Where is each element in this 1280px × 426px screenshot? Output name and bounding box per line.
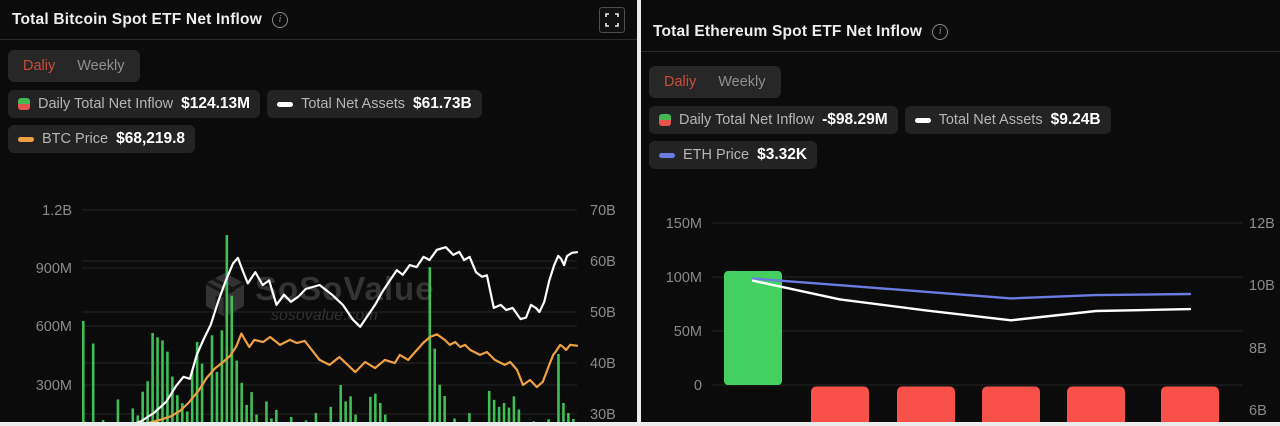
legend-label: Total Net Assets xyxy=(938,112,1043,128)
blue-dash-icon xyxy=(659,152,675,158)
ethereum-chart-canvas[interactable]: 150M 100M 50M 0 12B 10B 8B 6B xyxy=(641,200,1280,422)
svg-text:150M: 150M xyxy=(666,216,702,232)
svg-text:40B: 40B xyxy=(590,356,616,372)
tab-daily[interactable]: Daliy xyxy=(23,58,56,74)
svg-text:12B: 12B xyxy=(1249,216,1275,232)
svg-text:50M: 50M xyxy=(674,324,702,340)
ethereum-tab-group: Daliy Weekly xyxy=(649,66,781,98)
legend-value: $61.73B xyxy=(413,95,472,112)
legend-total-net-assets[interactable]: Total Net Assets $9.24B xyxy=(904,106,1111,134)
legend-value: $3.32K xyxy=(757,146,808,163)
bitcoin-etf-panel: Total Bitcoin Spot ETF Net Inflow i Dali… xyxy=(0,0,637,422)
legend-value: $124.13M xyxy=(181,95,251,112)
svg-text:900M: 900M xyxy=(36,261,72,277)
legend-total-net-assets[interactable]: Total Net Assets $61.73B xyxy=(267,90,482,118)
legend-label: Total Net Assets xyxy=(301,96,406,112)
bitcoin-legend: Daily Total Net Inflow $124.13M Total Ne… xyxy=(0,82,600,153)
svg-text:60B: 60B xyxy=(590,254,616,270)
legend-label: BTC Price xyxy=(42,131,109,147)
legend-label: Daily Total Net Inflow xyxy=(38,96,174,112)
legend-value: $9.24B xyxy=(1050,111,1101,128)
bitcoin-panel-header: Total Bitcoin Spot ETF Net Inflow i xyxy=(0,0,637,40)
legend-btc-price[interactable]: BTC Price $68,219.8 xyxy=(8,125,196,153)
svg-text:300M: 300M xyxy=(36,378,72,394)
bitcoin-panel-title: Total Bitcoin Spot ETF Net Inflow xyxy=(12,10,262,28)
legend-daily-net-inflow[interactable]: Daily Total Net Inflow $124.13M xyxy=(8,90,261,118)
bitcoin-chart-canvas[interactable]: 1.2B 900M 600M 300M 70B 60B 50B 40B 30B xyxy=(0,185,637,422)
svg-text:100M: 100M xyxy=(666,270,702,286)
svg-text:1.2B: 1.2B xyxy=(42,203,72,219)
svg-text:50B: 50B xyxy=(590,305,616,321)
inflow-outflow-icon xyxy=(18,98,30,110)
tab-daily[interactable]: Daliy xyxy=(664,74,697,90)
bitcoin-tab-group: Daliy Weekly xyxy=(8,50,140,82)
orange-dash-icon xyxy=(18,136,34,142)
ethereum-panel-header: Total Ethereum Spot ETF Net Inflow i xyxy=(641,0,1280,52)
legend-eth-price[interactable]: ETH Price $3.32K xyxy=(649,141,818,169)
svg-text:70B: 70B xyxy=(590,203,616,219)
legend-value: $68,219.8 xyxy=(116,130,186,147)
ethereum-tabs-row: Daliy Weekly xyxy=(641,52,1280,98)
svg-text:6B: 6B xyxy=(1249,403,1267,419)
legend-daily-net-inflow[interactable]: Daily Total Net Inflow -$98.29M xyxy=(649,106,898,134)
ethereum-etf-panel: Total Ethereum Spot ETF Net Inflow i Dal… xyxy=(641,0,1280,422)
expand-corners-icon xyxy=(605,12,619,27)
svg-text:600M: 600M xyxy=(36,319,72,335)
white-dash-icon xyxy=(914,117,931,123)
inflow-outflow-icon xyxy=(659,114,671,126)
legend-value: -$98.29M xyxy=(822,111,888,128)
info-icon[interactable]: i xyxy=(271,11,288,28)
bitcoin-tabs-row: Daliy Weekly xyxy=(0,40,637,82)
svg-text:8B: 8B xyxy=(1249,341,1267,357)
tab-weekly[interactable]: Weekly xyxy=(77,58,125,74)
svg-text:10B: 10B xyxy=(1249,278,1275,294)
tab-weekly[interactable]: Weekly xyxy=(718,74,766,90)
svg-text:30B: 30B xyxy=(590,407,616,422)
legend-label: Daily Total Net Inflow xyxy=(679,112,815,128)
ethereum-panel-title: Total Ethereum Spot ETF Net Inflow xyxy=(653,22,923,40)
info-icon[interactable]: i xyxy=(932,23,949,40)
fullscreen-icon[interactable] xyxy=(599,6,625,33)
legend-label: ETH Price xyxy=(683,147,750,163)
white-dash-icon xyxy=(277,101,294,107)
svg-text:0: 0 xyxy=(694,378,702,394)
ethereum-legend: Daily Total Net Inflow -$98.29M Total Ne… xyxy=(641,98,1241,169)
